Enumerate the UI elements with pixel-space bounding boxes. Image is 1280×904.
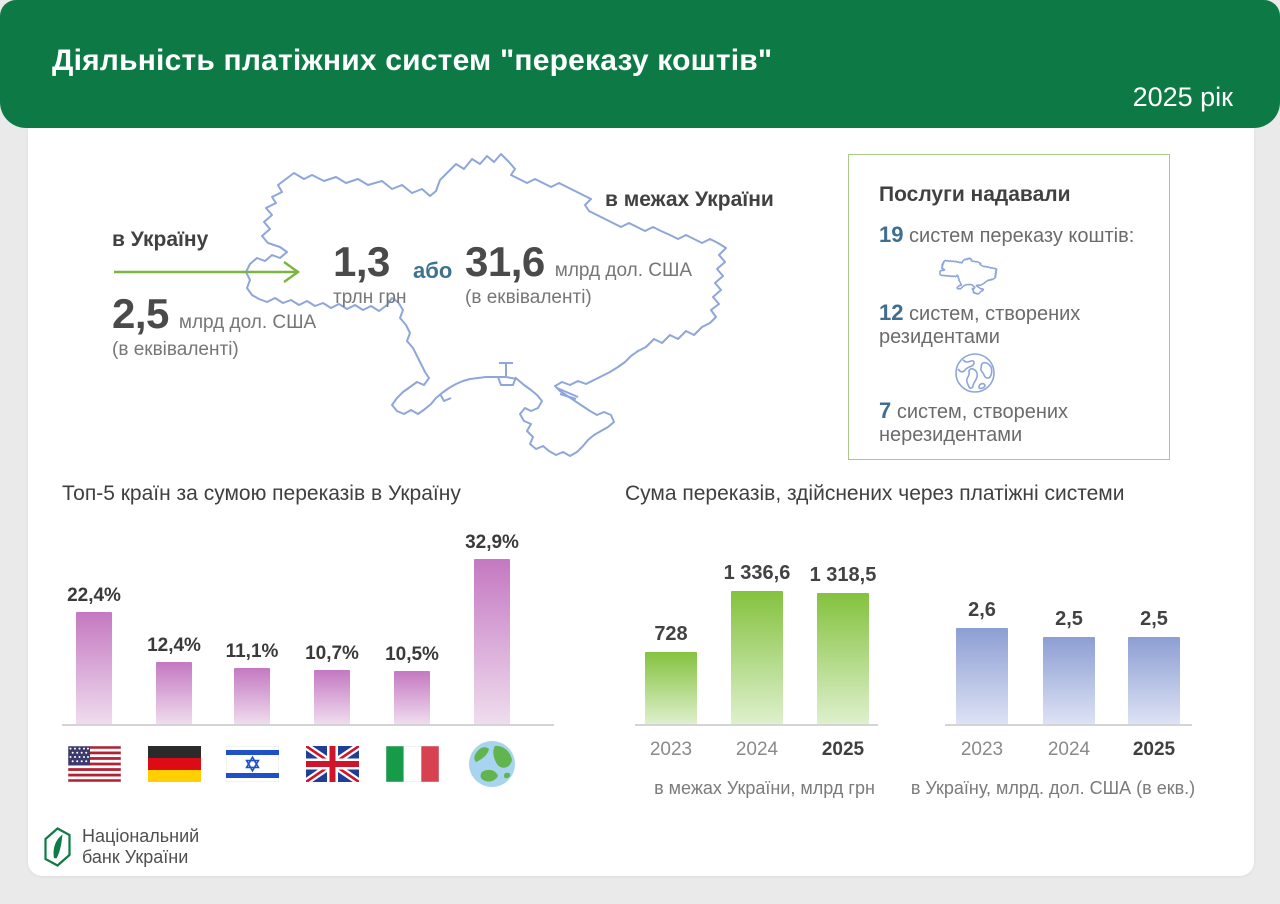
- bank-name: Національний банк України: [82, 826, 199, 868]
- bar-2023: [645, 652, 697, 724]
- content-card: в Україну 2,5 млрд дол. США (в еквівален…: [28, 128, 1254, 876]
- globe-icon: [468, 740, 516, 788]
- bank-name-line2: банк України: [82, 847, 189, 867]
- inbound-amount-note: (в еквіваленті): [112, 339, 239, 360]
- year-label: 2024: [735, 739, 779, 760]
- domestic-flow-label: в межах України: [605, 188, 774, 211]
- bar-germany: [156, 662, 192, 724]
- year-label: 2023: [649, 739, 693, 760]
- bar-value-label: 1 336,6: [723, 562, 791, 584]
- domestic-chart-caption: в межах України, млрд грн: [654, 778, 875, 798]
- inbound-arrow-icon: [114, 261, 301, 283]
- header-banner: Діяльність платіжних систем "переказу ко…: [0, 0, 1280, 128]
- ukraine-map-icon: [939, 257, 998, 295]
- report-year: 2025 рік: [1132, 82, 1233, 112]
- top5-plot-area: 22,4% 12,4% 11,1% 10,7% 10,5% 32,9%: [62, 532, 554, 726]
- bar-value-label: 10,7%: [305, 643, 359, 664]
- inbound-amount-value: 2,5: [112, 290, 169, 337]
- inbound-amount-block: 2,5 млрд дол. США (в еквіваленті): [112, 290, 316, 361]
- services-nonresident-line: 7 систем, створених нерезидентами: [879, 399, 1068, 447]
- inbound-flow-label: в Україну: [112, 228, 209, 251]
- bar-value-label: 2,5: [1055, 608, 1083, 630]
- top5-chart: 22,4% 12,4% 11,1% 10,7% 10,5% 32,9%: [62, 532, 554, 787]
- usa-flag-icon: [67, 746, 121, 782]
- nbu-logo-block: Національний банк України: [44, 826, 199, 868]
- bar-value-label: 728: [654, 623, 688, 645]
- transfers-chart-title: Сума переказів, здійснених через платіжн…: [625, 482, 1125, 505]
- services-nonresident-label: систем, створених: [896, 401, 1069, 423]
- inbound-plot-area: 2,6 2,5 2,5: [945, 534, 1192, 726]
- bar-value-label: 2,6: [968, 599, 996, 621]
- services-provided-box: Послуги надавали 19 систем переказу кошт…: [848, 154, 1170, 460]
- domestic-usd-value: 31,6: [465, 238, 545, 285]
- services-resident-label2: резидентами: [879, 326, 1000, 348]
- inbound-transfers-chart: 2,6 2,5 2,5 2023 2024 2025 в Україну, мл…: [911, 534, 1195, 799]
- services-nonresident-label2: нерезидентами: [879, 424, 1023, 446]
- bar-2024: [1043, 637, 1095, 724]
- or-word: або: [413, 258, 453, 283]
- inbound-chart-caption: в Україну, млрд. дол. США (в екв.): [910, 778, 1196, 798]
- domestic-plot-area: 728 1 336,6 1 318,5: [635, 534, 878, 726]
- year-label-current: 2025: [1132, 739, 1176, 760]
- domestic-usd-note: (в еквіваленті): [465, 287, 592, 308]
- germany-flag-icon: [147, 746, 201, 782]
- map-coast-details: [439, 362, 579, 402]
- domestic-usd-block: 31,6 млрд дол. США (в еквіваленті): [465, 238, 692, 309]
- domestic-uah-block: 1,3 трлн грн: [333, 238, 406, 309]
- italy-flag-icon: [385, 746, 439, 782]
- top5-chart-title: Топ-5 країн за сумою переказів в Україну: [62, 482, 461, 505]
- bar-value-label: 2,5: [1140, 608, 1168, 630]
- domestic-transfers-chart: 728 1 336,6 1 318,5 2023 2024 2025 в меж…: [635, 534, 878, 798]
- page-title: Діяльність платіжних систем "переказу ко…: [52, 44, 773, 77]
- domestic-usd-unit: млрд дол. США: [554, 260, 693, 281]
- services-total-label: систем переказу коштів:: [909, 225, 1135, 247]
- bar-value-label: 12,4%: [147, 635, 201, 656]
- bar-value-label: 32,9%: [465, 532, 519, 553]
- services-resident-line: 12 систем, створених резидентами: [879, 301, 1080, 349]
- uk-flag-icon: [305, 746, 359, 782]
- bar-value-label: 22,4%: [67, 585, 121, 606]
- services-resident-label: систем, створених: [909, 303, 1081, 325]
- domestic-uah-value: 1,3: [333, 238, 390, 285]
- year-label: 2024: [1047, 739, 1091, 760]
- services-nonresident-count: 7: [879, 398, 892, 423]
- year-label: 2023: [960, 739, 1004, 760]
- bar-2025: [1128, 637, 1180, 724]
- x-axis-labels: 2023 2024 2025: [635, 739, 878, 763]
- bar-value-label: 1 318,5: [809, 564, 877, 586]
- services-total-line: 19 систем переказу коштів:: [879, 223, 1134, 248]
- domestic-uah-unit: трлн грн: [333, 287, 407, 308]
- inbound-amount-unit: млрд дол. США: [178, 312, 317, 333]
- bar-value-label: 10,5%: [385, 644, 439, 665]
- bar-uk: [314, 670, 350, 724]
- services-total-count: 19: [879, 222, 904, 247]
- nbu-logo-icon: [44, 827, 71, 867]
- bar-2024: [731, 591, 783, 724]
- x-axis-labels: 2023 2024 2025: [945, 739, 1192, 763]
- services-box-title: Послуги надавали: [879, 183, 1071, 206]
- israel-flag-icon: [225, 746, 279, 782]
- ukraine-map-outline: [245, 153, 727, 457]
- bar-usa: [76, 612, 112, 724]
- globe-outline-icon: [955, 353, 995, 393]
- bar-2023: [956, 628, 1008, 724]
- bar-italy: [394, 671, 430, 724]
- bar-israel: [234, 668, 270, 724]
- bar-value-label: 11,1%: [225, 641, 279, 662]
- services-resident-count: 12: [879, 300, 904, 325]
- year-label-current: 2025: [821, 739, 865, 760]
- bar-other-countries: [474, 559, 510, 724]
- bar-2025: [817, 593, 869, 724]
- bank-name-line1: Національний: [82, 826, 200, 846]
